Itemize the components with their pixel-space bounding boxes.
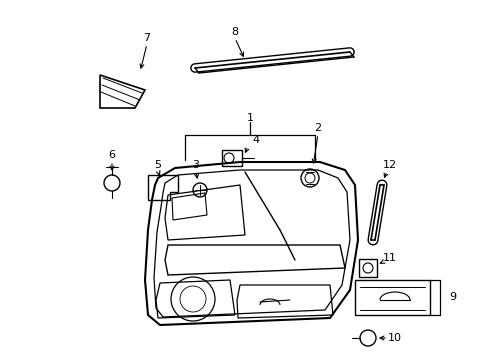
Text: 3: 3 [192, 160, 199, 170]
Text: 4: 4 [252, 135, 259, 145]
Text: 5: 5 [154, 160, 161, 170]
Text: 11: 11 [382, 253, 396, 263]
Text: 7: 7 [143, 33, 150, 43]
Text: 8: 8 [231, 27, 238, 37]
Text: 6: 6 [108, 150, 115, 160]
Text: 2: 2 [314, 123, 321, 133]
Text: 1: 1 [246, 113, 253, 123]
Bar [358, 259, 376, 277]
Bar [222, 150, 242, 166]
Text: 12: 12 [382, 160, 396, 170]
Text: 9: 9 [448, 292, 456, 302]
Text: 10: 10 [387, 333, 401, 343]
